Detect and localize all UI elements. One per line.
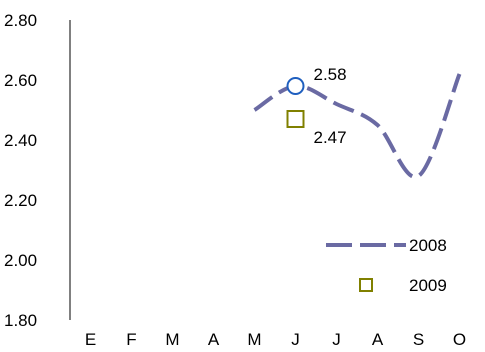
legend-label-2008: 2008 [409, 236, 447, 255]
data-label-2008: 2.58 [314, 65, 347, 84]
x-tick-label: M [165, 330, 179, 349]
legend-label-2009: 2009 [409, 276, 447, 295]
x-tick-label: O [453, 330, 466, 349]
highlight-marker [286, 77, 305, 95]
y-tick-label: 2.60 [4, 71, 37, 90]
chart-data-labels: 2.58 2.47 [314, 65, 347, 147]
legend-swatch-2009 [359, 278, 373, 292]
x-tick-label: J [332, 330, 341, 349]
x-tick-label: A [208, 330, 220, 349]
y-tick-label: 2.00 [4, 251, 37, 270]
x-tick-label: F [126, 330, 136, 349]
y-tick-label: 2.20 [4, 191, 37, 210]
chart-series [253, 73, 462, 179]
x-tick-label: A [372, 330, 384, 349]
chart-legend: 2008 2009 [326, 236, 447, 295]
y-tick-label: 1.80 [4, 311, 37, 330]
x-tick-label: S [413, 330, 424, 349]
y-tick-label: 2.40 [4, 131, 37, 150]
x-tick-label: E [85, 330, 96, 349]
x-tick-label: J [291, 330, 300, 349]
x-tick-label: M [247, 330, 261, 349]
y-axis-ticks: 1.80 2.00 2.20 2.40 2.60 2.80 [4, 11, 37, 330]
y-tick-label: 2.80 [4, 11, 37, 30]
series-marker-2009 [286, 110, 305, 128]
series-line-2008 [253, 73, 462, 179]
data-label-2009: 2.47 [314, 128, 347, 147]
